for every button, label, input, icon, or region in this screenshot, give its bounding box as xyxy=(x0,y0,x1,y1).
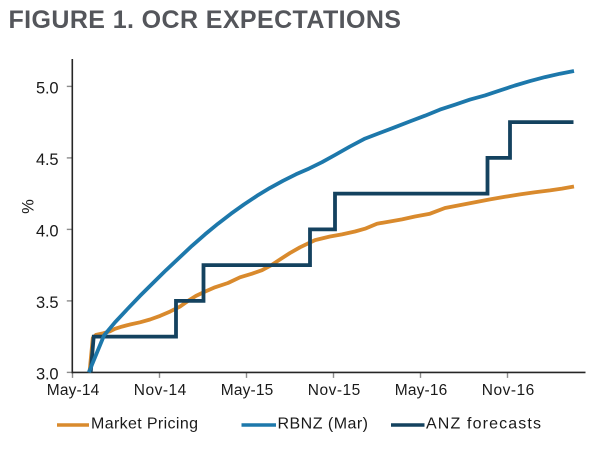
svg-text:5.0: 5.0 xyxy=(36,79,59,97)
svg-text:May-15: May-15 xyxy=(221,382,274,399)
svg-text:ANZ forecasts: ANZ forecasts xyxy=(426,416,541,433)
svg-text:Market Pricing: Market Pricing xyxy=(91,416,198,433)
svg-text:4.5: 4.5 xyxy=(36,151,59,169)
svg-text:4.0: 4.0 xyxy=(36,222,59,240)
svg-text:RBNZ (Mar): RBNZ (Mar) xyxy=(278,416,369,433)
svg-text:FIGURE 1. OCR EXPECTATIONS: FIGURE 1. OCR EXPECTATIONS xyxy=(9,6,402,34)
svg-text:Nov-14: Nov-14 xyxy=(134,382,187,399)
svg-text:Nov-15: Nov-15 xyxy=(308,382,361,399)
svg-text:Nov-16: Nov-16 xyxy=(482,382,535,399)
svg-text:May-14: May-14 xyxy=(47,382,100,399)
svg-text:3.5: 3.5 xyxy=(36,294,59,312)
svg-text:3.0: 3.0 xyxy=(36,365,59,383)
svg-text:%: % xyxy=(20,199,38,214)
svg-text:May-16: May-16 xyxy=(395,382,448,399)
